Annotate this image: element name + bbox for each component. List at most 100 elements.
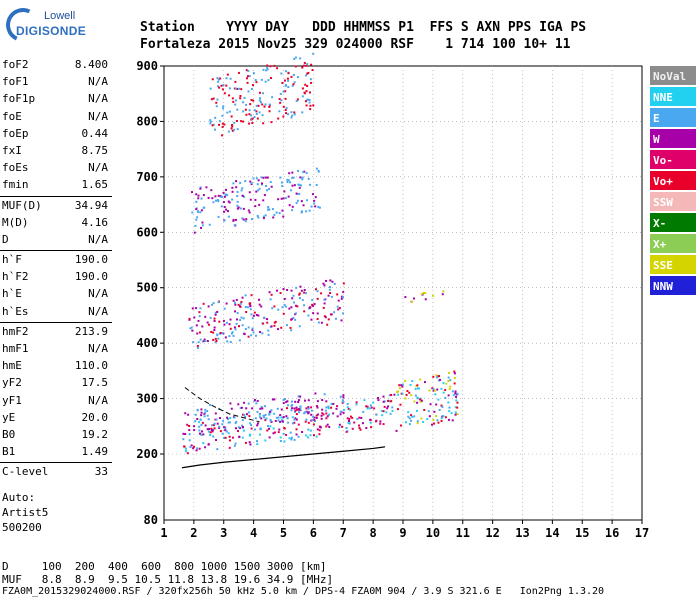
echo-point [342,396,345,399]
echo-point [288,307,291,310]
echo-point [455,395,458,398]
echo-point [293,418,296,421]
echo-point [292,294,295,297]
echo-point [287,195,290,198]
echo-point [304,74,307,77]
echo-point [273,324,276,327]
echo-point [189,327,192,330]
echo-point [246,413,249,416]
echo-point [305,410,308,413]
x-tick-label: 13 [515,526,529,540]
echo-point [291,209,294,212]
echo-point [288,437,291,440]
echo-point [239,302,242,305]
echo-point [293,57,296,60]
echo-point [219,77,222,80]
param-name: MUF(D) [2,198,42,212]
echo-point [294,400,297,403]
echo-point [226,111,229,114]
echo-point [416,396,419,399]
param-name: B1 [2,445,16,459]
echo-point [323,298,326,301]
legend-swatch [650,234,696,253]
param-name: yF2 [2,376,22,390]
echo-point [296,199,299,202]
echo-point [206,410,209,413]
echo-point [260,305,263,308]
echo-point [212,302,215,305]
echo-point [248,109,251,112]
echo-point [308,307,311,310]
echo-point [228,110,231,113]
echo-point [332,412,335,415]
echo-point [246,75,249,78]
legend-label: X+ [653,238,667,251]
echo-point [266,68,269,71]
echo-point [327,407,330,410]
legend-label: SSE [653,259,673,272]
x-tick-label: 11 [456,526,470,540]
echo-point [241,187,244,190]
echo-point [312,423,315,426]
echo-point [439,378,442,381]
echo-point [196,332,199,335]
legend-swatch [650,171,696,190]
echo-point [211,78,214,81]
echo-point [369,418,372,421]
profile-curve [181,446,386,469]
echo-point [301,111,304,114]
echo-point [299,405,302,408]
echo-point [336,405,339,408]
echo-point [346,403,349,406]
echo-point [253,109,256,112]
echo-point [218,425,221,428]
echo-point [232,299,235,302]
echo-point [390,400,393,403]
echo-point [455,399,458,402]
echo-point [212,338,215,341]
echo-point [273,213,276,216]
echo-point [336,305,339,308]
echo-point [282,105,285,108]
echo-point [230,115,233,118]
echo-point [442,415,445,418]
echo-point [450,412,453,415]
echo-point [252,99,255,102]
echo-point [295,413,298,416]
echo-point [285,70,288,73]
echo-point [244,220,247,223]
echo-point [277,308,280,311]
echo-point [440,404,443,407]
echo-point [349,408,352,411]
echo-point [213,329,216,332]
x-tick-label: 1 [160,526,167,540]
echo-point [361,422,364,425]
echo-point [311,298,314,301]
echo-point [404,397,407,400]
echo-point [222,107,225,110]
echo-point [234,99,237,102]
param-value: N/A [88,304,108,318]
param-value: 190.0 [74,253,108,267]
echo-point [447,380,450,383]
echo-point [250,427,253,430]
echo-point [382,410,385,413]
echo-point [190,444,193,447]
echo-point [365,405,368,408]
echo-point [209,316,212,319]
echo-point [327,413,330,416]
echo-point [264,214,267,217]
echo-point [217,78,220,81]
x-tick-label: 12 [485,526,499,540]
echo-point [265,69,268,72]
echo-point [355,401,358,404]
echo-point [345,430,348,433]
echo-point [280,408,283,411]
echo-point [225,430,228,433]
echo-point [233,121,236,124]
echo-point [411,300,414,303]
echo-point [259,433,262,436]
echo-point [296,305,299,308]
echo-point [297,399,300,402]
echo-point [281,306,284,309]
